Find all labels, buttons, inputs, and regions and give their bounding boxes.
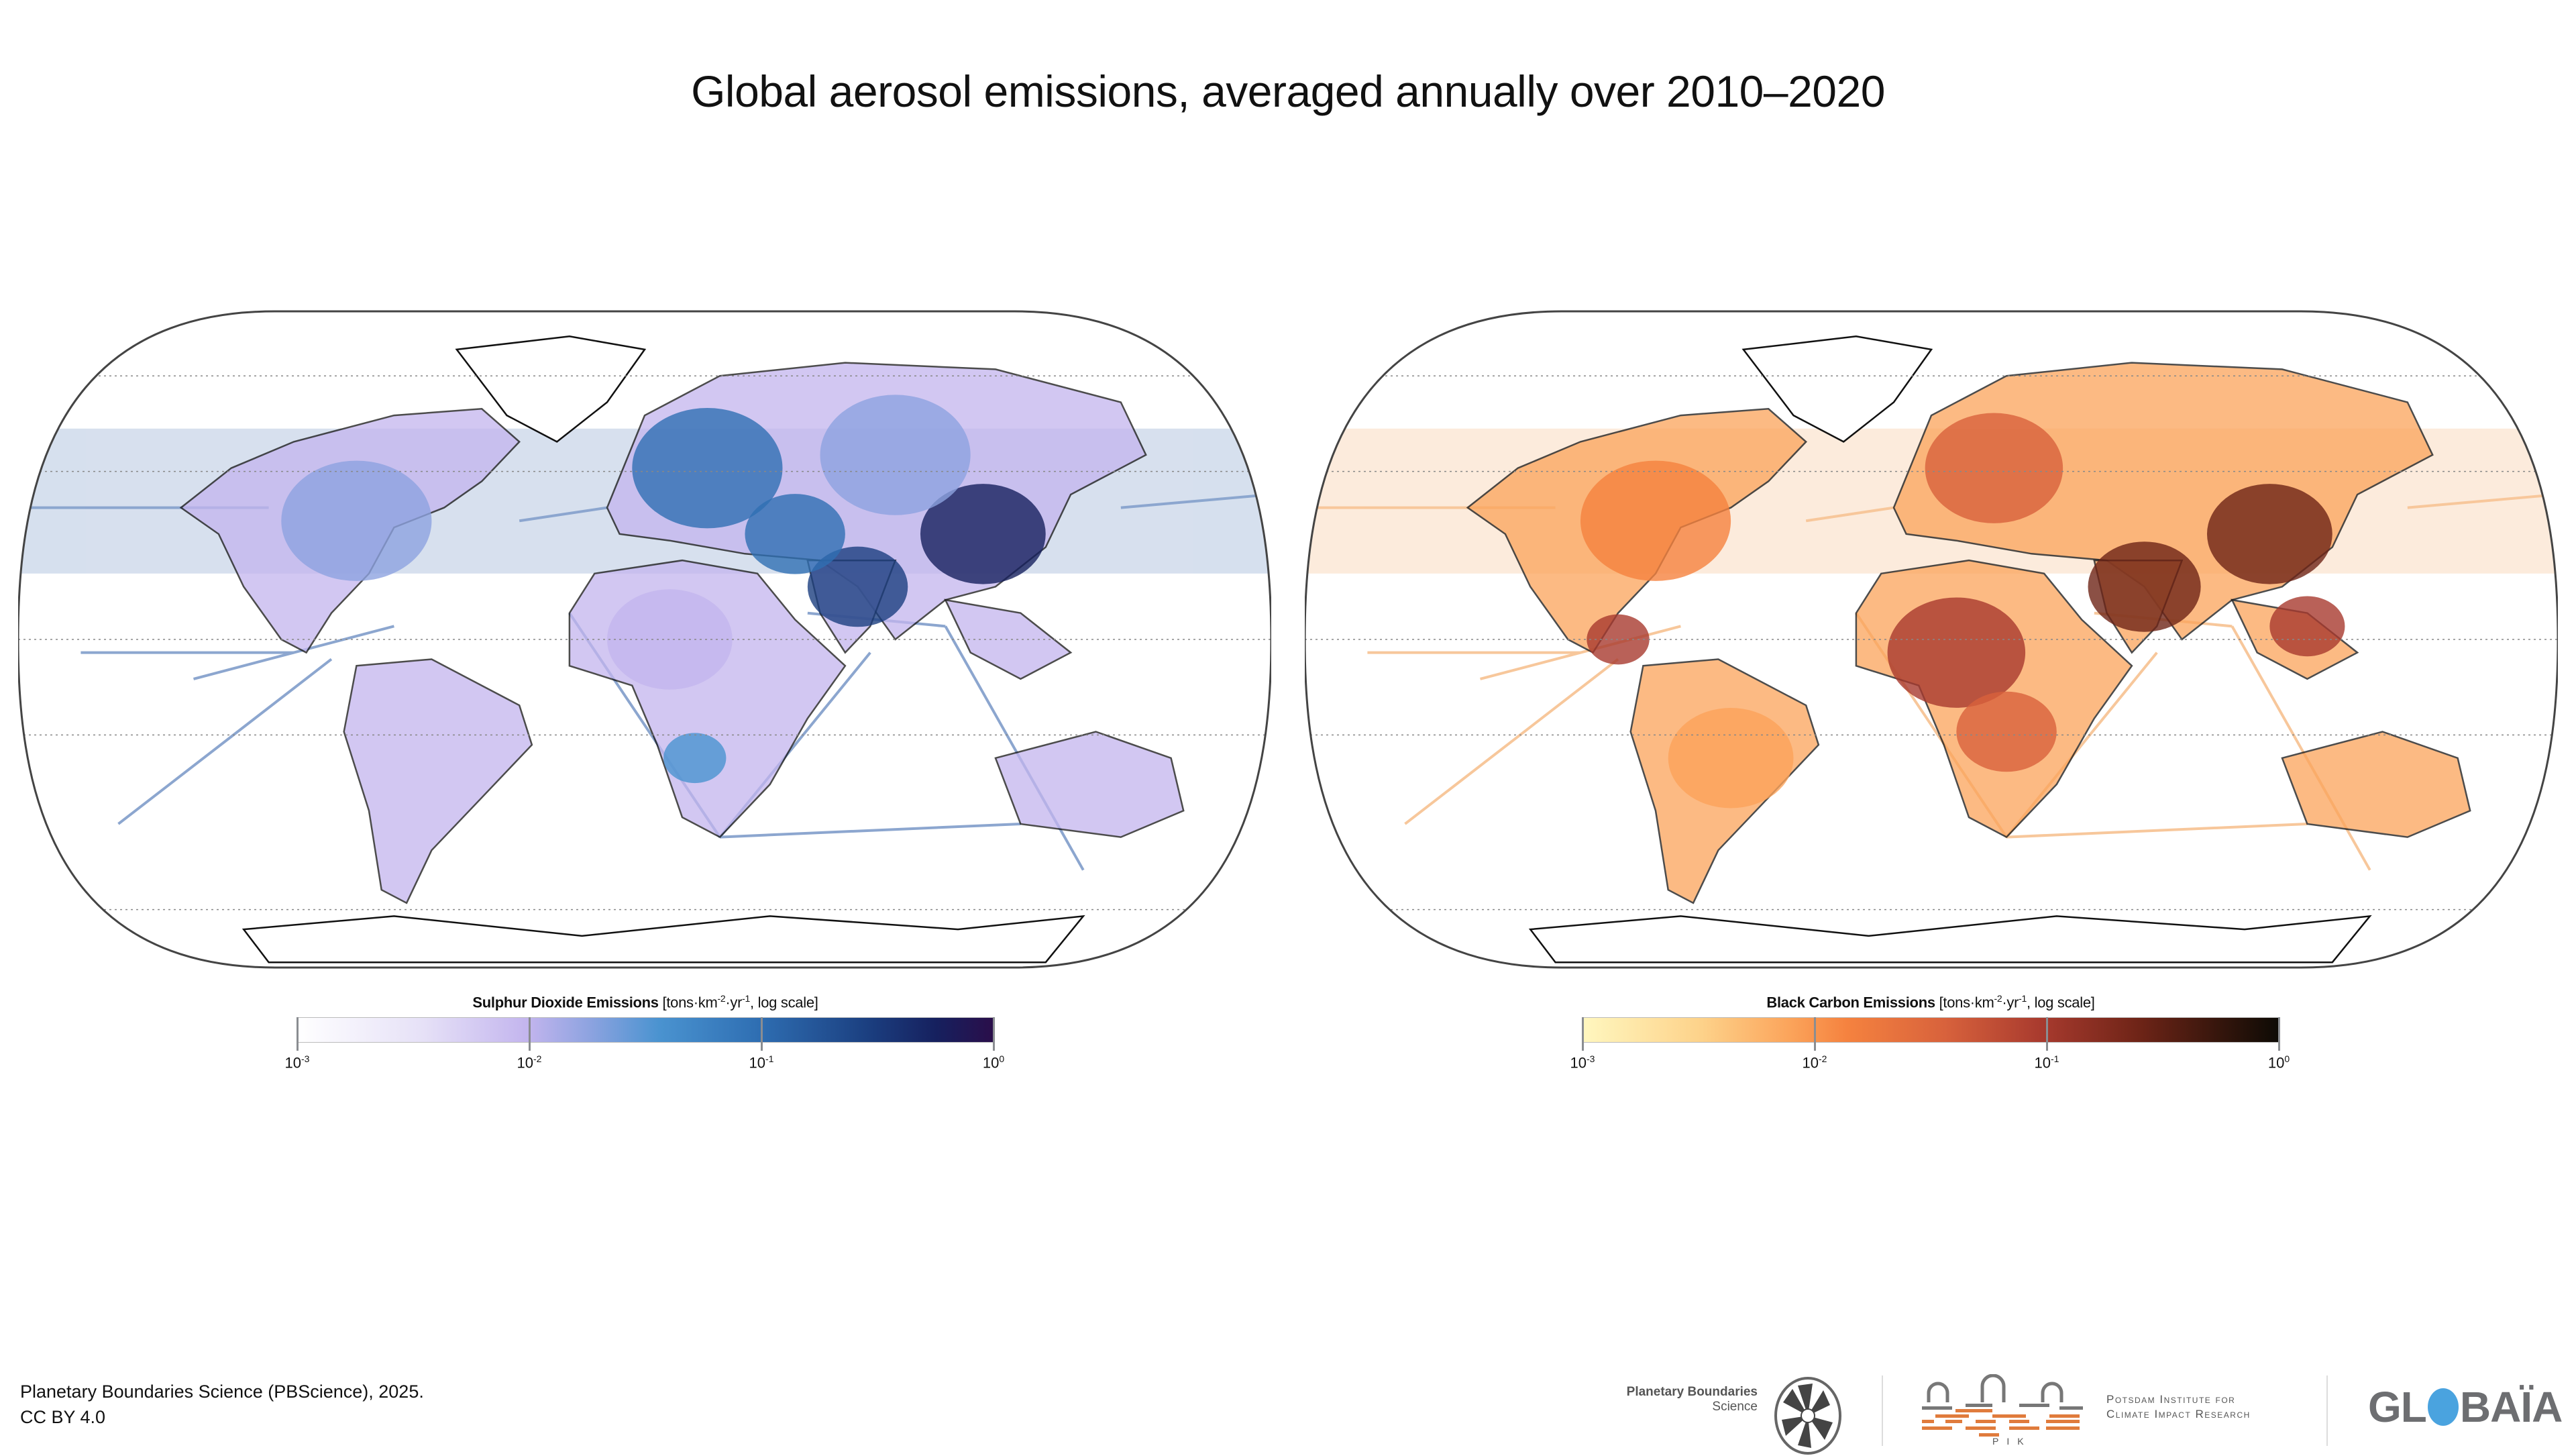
colorbar-tick-label: 100: [2267, 1053, 2290, 1072]
hotspot: [820, 395, 971, 515]
continent-greenland: [1741, 335, 1933, 443]
hotspot: [663, 733, 727, 784]
continent-seasia: [944, 599, 1073, 680]
colorbar-tick-label: 100: [982, 1053, 1005, 1072]
hotspot: [1925, 413, 2063, 523]
map-sulphur-dioxide: [18, 310, 1271, 969]
emission-hotspots: [1580, 413, 2345, 809]
colorbar-tick-label: 10-3: [284, 1053, 310, 1072]
credit: Planetary Boundaries Science (PBScience)…: [20, 1379, 424, 1430]
hotspot: [807, 546, 908, 627]
map-frame: [18, 310, 1271, 969]
pik-logo-text: Potsdam Institute for Climate Impact Res…: [2106, 1393, 2251, 1420]
hotspot: [2206, 484, 2332, 584]
pik-abbr: PIK: [1992, 1436, 2032, 1447]
colorbar-tick: [993, 1017, 995, 1051]
colorbar-tick-label: 10-2: [517, 1053, 542, 1072]
partner-logos: Planetary Boundaries Science Potsda: [1576, 1362, 2576, 1455]
colorbar-tick: [1582, 1017, 1584, 1051]
globe-icon: [2427, 1388, 2459, 1426]
emission-hotspots: [281, 395, 1046, 784]
hotspot: [281, 460, 432, 581]
colorbar-tick: [761, 1017, 763, 1051]
continent-australia: [2281, 731, 2471, 838]
map-frame: [1305, 310, 2558, 969]
shipping-lane: [1805, 506, 1894, 523]
colorbar-title: Sulphur Dioxide Emissions [tons·km-2·yr-…: [472, 993, 818, 1011]
logo-divider: [1882, 1375, 1883, 1446]
shipping-lane: [117, 658, 333, 825]
map-black-carbon: [1305, 310, 2558, 969]
hotspot: [1580, 460, 1731, 581]
hotspot: [745, 494, 845, 574]
colorbar-tick: [297, 1017, 299, 1051]
continent-greenland: [455, 335, 647, 443]
figure-title: Global aerosol emissions, averaged annua…: [691, 66, 1885, 116]
colorbar-tick-label: 10-1: [2034, 1053, 2059, 1072]
hotspot: [2269, 596, 2345, 657]
colorbar-tick: [529, 1017, 531, 1051]
shipping-lane: [193, 625, 394, 680]
colorbar-tick: [2046, 1017, 2048, 1051]
hotspot: [920, 484, 1046, 584]
shipping-lane: [1404, 658, 1619, 825]
credit-line: Planetary Boundaries Science (PBScience)…: [20, 1382, 424, 1402]
colorbar-tick-label: 10-1: [749, 1053, 774, 1072]
colorbar-sulphur-dioxide: Sulphur Dioxide Emissions [tons·km-2·yr-…: [285, 993, 1005, 1080]
shipping-lane: [2006, 822, 2308, 839]
shipping-lane: [2407, 492, 2558, 509]
hotspot: [606, 589, 733, 690]
hotspot: [2088, 541, 2201, 632]
shipping-lane: [1120, 492, 1271, 509]
map-bc-canvas: [1305, 310, 2558, 969]
pik-logo-icon: [1922, 1374, 2083, 1437]
continent-antarctica: [1528, 915, 2372, 964]
hotspot: [1956, 691, 2057, 772]
shipping-lane: [719, 822, 1021, 839]
license-line: CC BY 4.0: [20, 1407, 106, 1427]
colorbar-gradient: [297, 1017, 994, 1043]
colorbar-tick-label: 10-3: [1570, 1053, 1595, 1072]
logo-divider: [2326, 1375, 2328, 1446]
colorbar-gradient: [1582, 1017, 2279, 1043]
hotspot: [1668, 708, 1794, 809]
colorbar-tick: [2278, 1017, 2280, 1051]
globaia-logo: GL BAÏA: [2368, 1383, 2563, 1431]
pbs-logo-text: Planetary Boundaries Science: [1626, 1385, 1758, 1414]
hotspot: [1887, 597, 2026, 708]
continent-samerica: [343, 658, 533, 904]
shipping-lane: [519, 506, 608, 523]
hotspot: [632, 408, 783, 529]
continent-antarctica: [241, 915, 1085, 964]
colorbar-title: Black Carbon Emissions [tons·km-2·yr-1, …: [1766, 993, 2095, 1011]
continent-australia: [994, 731, 1185, 838]
pbs-logo-icon: [1774, 1377, 1841, 1455]
colorbar-tick: [1814, 1017, 1816, 1051]
colorbar-black-carbon: Black Carbon Emissions [tons·km-2·yr-1, …: [1570, 993, 2290, 1080]
map-so2-canvas: [18, 310, 1271, 969]
colorbar-tick-label: 10-2: [1802, 1053, 1827, 1072]
